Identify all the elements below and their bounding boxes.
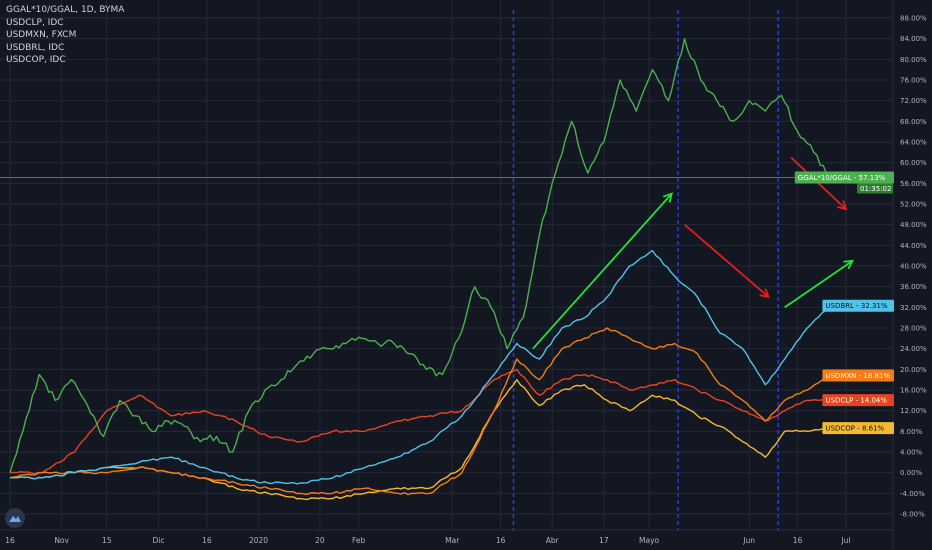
x-tick-label: 17 xyxy=(599,536,609,545)
series-line-usdmxn[interactable] xyxy=(9,327,831,496)
y-tick-label: 76.00% xyxy=(900,77,927,85)
badge-label: USDMXN - 18.81% xyxy=(825,372,890,380)
x-tick-label: Mar xyxy=(445,536,460,545)
badge-label: GGAL*10/GGAL - 57.13% xyxy=(798,174,886,182)
y-tick-label: 20.00% xyxy=(900,366,927,374)
y-tick-label: 16.00% xyxy=(900,387,927,395)
legend-usdmxn[interactable]: USDMXN, FXCM xyxy=(6,30,77,40)
legend-usdcop[interactable]: USDCOP, IDC xyxy=(6,55,66,65)
x-tick-label: Jun xyxy=(742,536,755,545)
grid xyxy=(0,0,894,550)
y-tick-label: 68.00% xyxy=(900,118,927,126)
x-tick-label: Mayo xyxy=(639,536,660,545)
y-tick-label: -8.00% xyxy=(900,511,925,519)
y-tick-label: 24.00% xyxy=(900,345,927,353)
legend-usdbrl[interactable]: USDBRL, IDC xyxy=(6,42,65,53)
y-tick-label: 52.00% xyxy=(900,201,927,209)
badge-label: USDCLP - 14.04% xyxy=(825,397,887,405)
y-tick-label: 56.00% xyxy=(900,180,927,188)
badge-usdmxn: USDMXN - 18.81% xyxy=(822,369,894,382)
x-tick-label: 2020 xyxy=(249,536,268,545)
y-tick-label: 32.00% xyxy=(900,304,927,312)
price-badges: GGAL*10/GGAL - 57.13% 01:35:02 USDBRL - 32… xyxy=(794,171,894,435)
x-tick-label: 20 xyxy=(315,536,325,545)
y-axis: 88.00% 84.00% 80.00% 76.00% 72.00% 68.00% 64.0… xyxy=(900,15,927,519)
x-tick-label: 16 xyxy=(202,536,212,545)
y-tick-label: 28.00% xyxy=(900,325,927,333)
y-tick-label: -4.00% xyxy=(900,490,925,498)
series-line-ggalggal[interactable] xyxy=(9,38,831,473)
x-tick-label: 16 xyxy=(793,536,803,545)
x-tick-label: Feb xyxy=(352,536,366,545)
y-tick-label: 88.00% xyxy=(900,15,927,23)
countdown-timer: 01:35:02 xyxy=(860,185,891,193)
badge-usdcop: USDCOP - 8.61% xyxy=(822,422,894,435)
series-line-usdbrl[interactable] xyxy=(9,249,831,485)
series-line-usdcop[interactable] xyxy=(9,379,831,501)
y-tick-label: 48.00% xyxy=(900,221,927,229)
x-tick-label: 15 xyxy=(102,536,112,545)
up-trend-arrow[interactable] xyxy=(784,259,855,309)
y-tick-label: 40.00% xyxy=(900,263,927,271)
x-tick-label: Abr xyxy=(546,536,560,545)
y-tick-label: 44.00% xyxy=(900,242,927,250)
y-tick-label: 64.00% xyxy=(900,139,927,147)
x-axis: 16 Nov 15 Dic 16 2020 20 Feb Mar 16 Abr 17 Mayo Jun 16… xyxy=(5,536,850,545)
y-tick-label: 36.00% xyxy=(900,283,927,291)
up-trend-arrow[interactable] xyxy=(532,192,673,350)
badge-label: USDBRL - 32.31% xyxy=(825,302,888,310)
x-tick-label: Nov xyxy=(54,536,69,545)
tradingview-logo-icon[interactable] xyxy=(5,508,25,528)
y-tick-label: 4.00% xyxy=(900,449,923,457)
y-tick-label: 72.00% xyxy=(900,97,927,105)
down-trend-arrow[interactable] xyxy=(684,223,770,299)
legend-usdclp[interactable]: USDCLP, IDC xyxy=(6,17,64,28)
badge-usdclp: USDCLP - 14.04% xyxy=(822,394,894,407)
y-tick-label: 0.00% xyxy=(900,469,923,477)
series-lines xyxy=(9,38,831,501)
badge-ggalggal: GGAL*10/GGAL - 57.13% 01:35:02 xyxy=(794,171,894,194)
y-tick-label: 8.00% xyxy=(900,428,923,436)
y-tick-label: 60.00% xyxy=(900,159,927,167)
y-tick-label: 80.00% xyxy=(900,56,927,64)
badge-usdbrl: USDBRL - 32.31% xyxy=(822,299,894,312)
x-tick-label: 16 xyxy=(496,536,506,545)
badge-label: USDCOP - 8.61% xyxy=(825,425,884,433)
legend: GGAL*10/GGAL, 1D, BYMA USDCLP, IDC USDMX… xyxy=(6,4,124,67)
series-line-usdclp[interactable] xyxy=(9,368,831,475)
x-tick-label: Jul xyxy=(840,536,850,545)
x-tick-label: Dic xyxy=(152,536,164,545)
y-tick-label: 84.00% xyxy=(900,35,927,43)
y-tick-label: 12.00% xyxy=(900,407,927,415)
legend-ggal[interactable]: GGAL*10/GGAL, 1D, BYMA xyxy=(6,5,125,15)
x-tick-label: 16 xyxy=(5,536,15,545)
